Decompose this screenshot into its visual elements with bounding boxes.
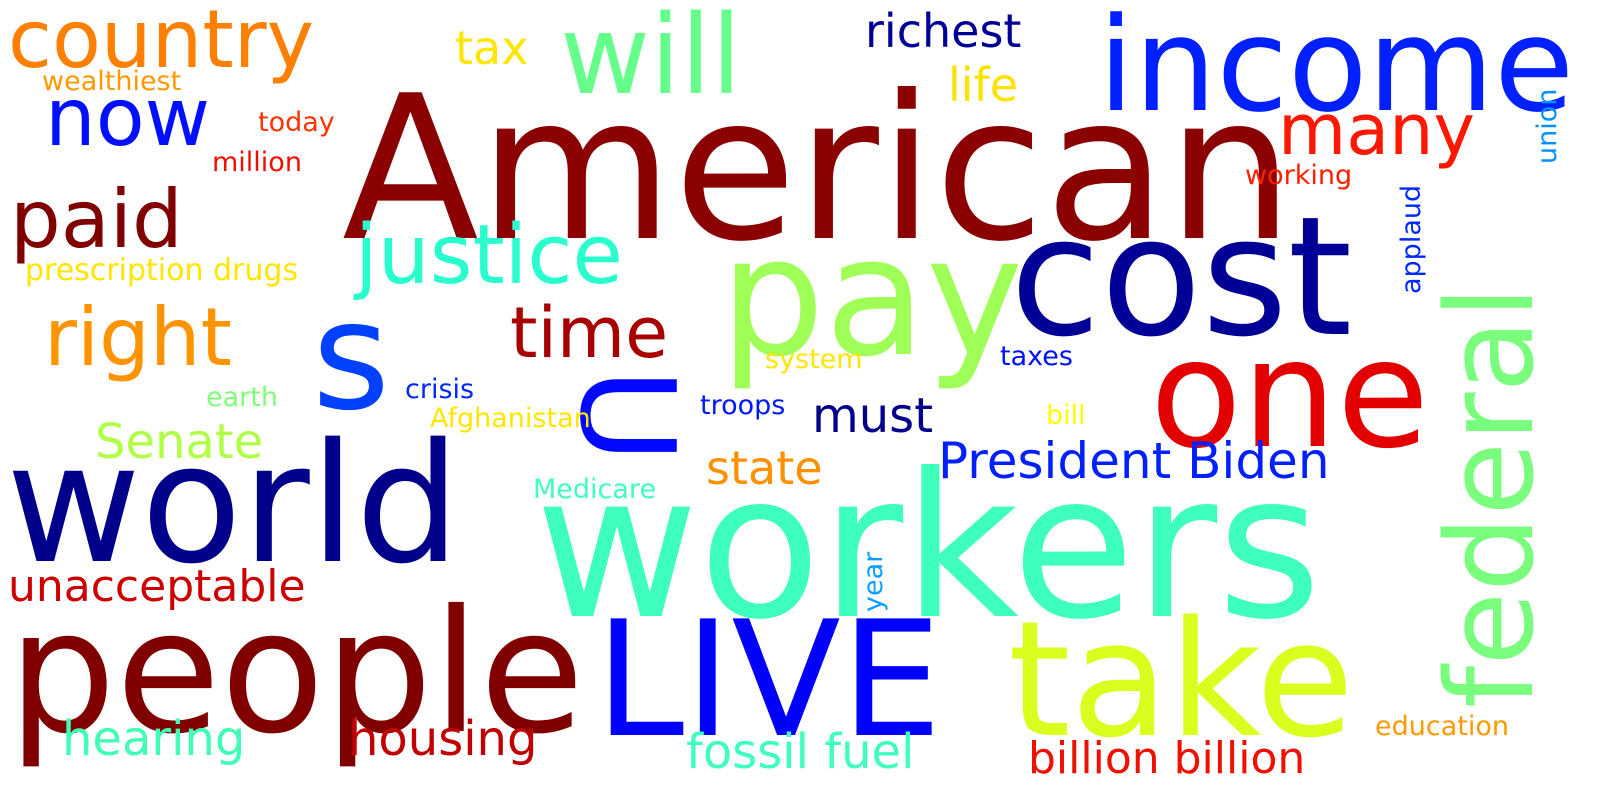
word-people: people — [8, 574, 585, 772]
word-life: life — [948, 58, 1019, 112]
word-working: working — [1245, 160, 1353, 191]
word-afghanistan: Afghanistan — [430, 403, 591, 434]
word-hearing: hearing — [62, 711, 246, 767]
word-taxes: taxes — [1000, 341, 1073, 372]
word-one: one — [1150, 308, 1430, 482]
word-live: LIVE — [595, 586, 942, 773]
word-billion-billion: billion billion — [1028, 733, 1306, 784]
word-system: system — [765, 344, 863, 375]
word-tax: tax — [455, 21, 529, 75]
word-pay: pay — [720, 201, 1024, 393]
word-troops: troops — [700, 390, 786, 421]
word-earth: earth — [206, 382, 278, 413]
word-today: today — [258, 107, 335, 138]
word-federal: federal — [1422, 285, 1561, 708]
word-paid: paid — [10, 173, 183, 266]
word-american: American — [342, 53, 1294, 286]
word-cost: cost — [1010, 181, 1353, 373]
word-must: must — [812, 388, 934, 444]
word-education: education — [1375, 711, 1509, 742]
word-justice: justice — [355, 208, 623, 303]
word-workers: workers — [535, 431, 1322, 664]
word-income: income — [1098, 0, 1575, 141]
word-fossil-fuel: fossil fuel — [686, 724, 915, 780]
word-s: s — [312, 270, 391, 444]
word-world: world — [6, 408, 461, 600]
word-right: right — [44, 291, 232, 384]
word-bill: bill — [1046, 400, 1086, 431]
word-applaud: applaud — [1396, 184, 1427, 294]
word-country: country — [8, 0, 314, 86]
word-housing: housing — [348, 711, 538, 767]
word-prescription-drugs: prescription drugs — [25, 253, 299, 288]
word-wealthiest: wealthiest — [42, 66, 182, 97]
word-union: union — [1532, 88, 1563, 164]
word-will: will — [560, 0, 742, 119]
word-senate: Senate — [95, 414, 264, 470]
word-president-biden: President Biden — [938, 432, 1330, 490]
word-unacceptable: unacceptable — [8, 561, 306, 612]
word-state: state — [706, 441, 823, 495]
word-richest: richest — [865, 4, 1022, 58]
word-year: year — [858, 551, 889, 612]
word-take: take — [1008, 586, 1355, 773]
word-crisis: crisis — [405, 374, 475, 405]
word-many: many — [1278, 89, 1475, 171]
word-million: million — [212, 147, 302, 178]
word-medicare: Medicare — [533, 474, 657, 505]
word-now: now — [45, 71, 211, 164]
word-time: time — [510, 292, 669, 374]
